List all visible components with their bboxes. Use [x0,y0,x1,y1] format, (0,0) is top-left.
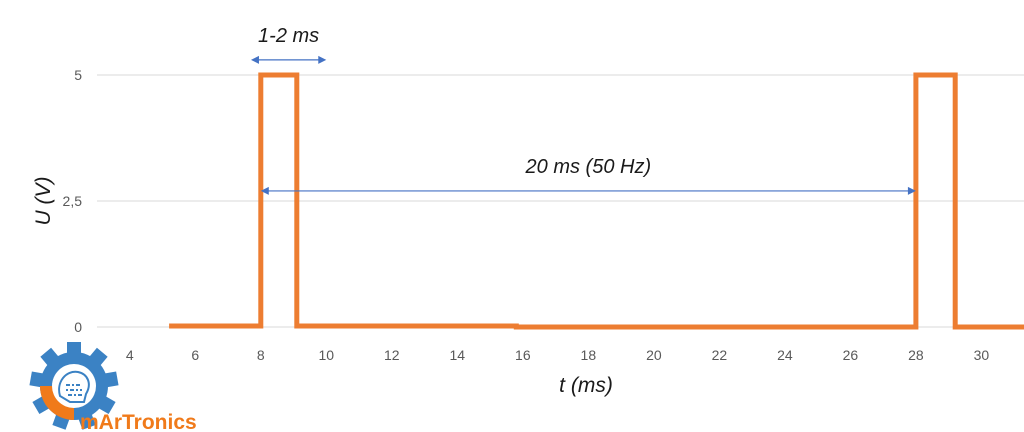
martronics-logo: mArTronics [29,342,197,432]
x-tick-label: 30 [974,347,990,363]
y-tick-label: 5 [74,67,82,83]
pwm-signal-line [169,72,1024,330]
gear-icon [29,342,119,430]
pulse-width-label: 1-2 ms [258,25,319,47]
x-tick-label: 8 [257,347,265,363]
x-tick-label: 24 [777,347,793,363]
x-tick-label: 20 [646,347,662,363]
y-tick-label: 0 [74,319,82,335]
arrowhead-right [907,186,916,195]
y-axis-label: U (V) [32,177,55,226]
arrowhead-right [318,55,327,64]
series-layer [169,72,1024,330]
logo-text: mArTronics [80,411,197,432]
x-tick-label: 18 [581,347,597,363]
x-tick-label: 14 [450,347,466,363]
arrowhead-left [250,55,259,64]
x-tick-labels: 4 6 8 10 12 14 16 18 20 22 24 26 28 30 [126,347,990,363]
x-tick-label: 6 [191,347,199,363]
x-tick-label: 22 [712,347,728,363]
x-axis-label: t (ms) [559,374,613,397]
x-tick-label: 10 [319,347,335,363]
x-tick-label: 26 [843,347,859,363]
x-tick-label: 28 [908,347,924,363]
x-tick-label: 4 [126,347,134,363]
x-tick-label: 16 [515,347,531,363]
annotations-layer: 1-2 ms 20 ms (50 Hz) [250,25,916,195]
gridlines [97,74,1024,328]
y-tick-label: 2,5 [63,193,83,209]
period-label: 20 ms (50 Hz) [525,156,652,178]
arrowhead-left [260,186,269,195]
x-tick-label: 12 [384,347,400,363]
y-tick-labels: 02,55 [63,67,83,335]
